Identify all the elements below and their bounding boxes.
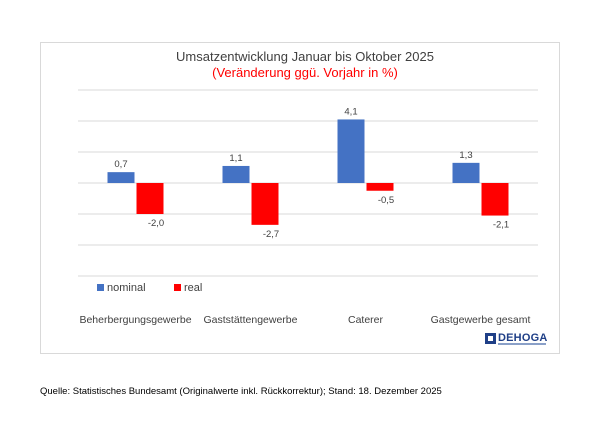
chart-title: Umsatzentwicklung Januar bis Oktober 202… (176, 49, 434, 64)
category-label: Beherbergungsgewerbe (79, 314, 191, 326)
data-label: -2,1 (493, 220, 509, 231)
bar-real (366, 183, 394, 191)
legend-label-real: real (184, 282, 202, 294)
data-label: -2,7 (263, 229, 279, 240)
data-label: 1,3 (459, 150, 472, 161)
data-label: 1,1 (229, 153, 242, 164)
bar-real (251, 183, 279, 225)
logo-text: DEHOGA (498, 332, 548, 344)
legend-label-nominal: nominal (107, 282, 146, 294)
dehoga-logo: DEHOGA (485, 332, 548, 347)
chart-frame (40, 42, 560, 354)
bar-nominal (337, 119, 365, 183)
category-label: Caterer (348, 314, 384, 326)
chart-subtitle: (Veränderung ggü. Vorjahr in %) (212, 65, 398, 80)
data-label: 4,1 (344, 106, 357, 117)
category-label: Gastgewerbe gesamt (431, 314, 531, 326)
logo-underline (498, 343, 546, 345)
bar-nominal (222, 165, 250, 183)
dehoga-logo-icon (485, 333, 496, 344)
data-label: -2,0 (148, 218, 164, 229)
data-label: 0,7 (114, 159, 127, 170)
bar-real (481, 183, 509, 216)
bar-real (136, 183, 164, 214)
bar-nominal (107, 172, 135, 183)
source-note: Quelle: Statistisches Bundesamt (Origina… (40, 386, 442, 397)
bar-nominal (452, 162, 480, 183)
legend-swatch-nominal (97, 284, 104, 291)
legend-swatch-real (174, 284, 181, 291)
data-label: -0,5 (378, 195, 394, 206)
category-label: Gaststättengewerbe (204, 314, 298, 326)
